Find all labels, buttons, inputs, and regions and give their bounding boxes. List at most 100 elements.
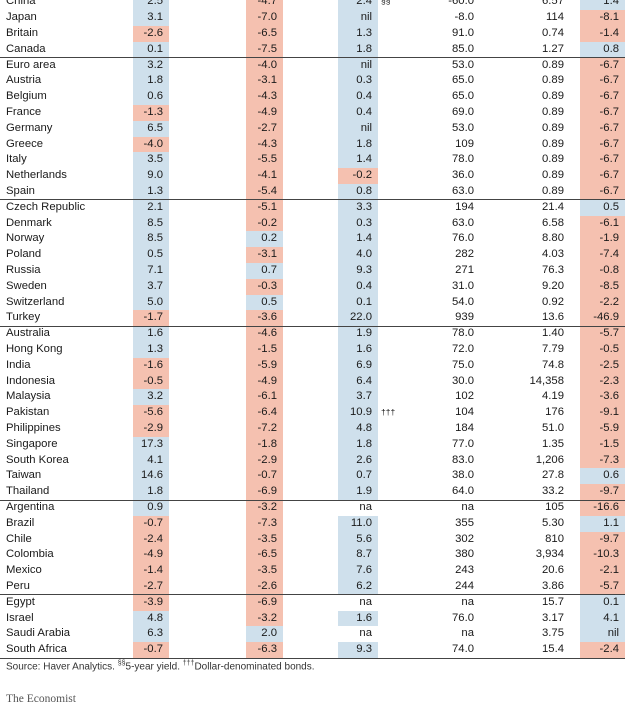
value-cell: 3.2 — [147, 58, 163, 71]
negative-shade — [580, 436, 625, 453]
value-cell: 1.3 — [147, 185, 163, 197]
note-1-text: 5-year yield. — [125, 661, 183, 673]
value-cell: 10.9 — [350, 406, 372, 419]
positive-shade — [133, 41, 169, 58]
negative-shade — [246, 563, 283, 579]
value-cell: 0.2 — [261, 232, 277, 245]
positive-shade — [338, 26, 378, 42]
table-row: Australia 1.6 -4.6 1.9 78.0 1.40 -5.7 — [0, 326, 625, 342]
value-cell: 810 — [545, 532, 564, 545]
negative-shade — [246, 26, 283, 42]
negative-shade — [133, 531, 169, 548]
value-cell: -0.2 — [257, 216, 277, 229]
value-cell: 75.0 — [452, 358, 474, 371]
table-row: Czech Republic 2.1 -5.1 3.3 194 21.4 0.5 — [0, 199, 625, 216]
value-cell: 17.3 — [141, 437, 163, 450]
value-cell: 7.1 — [147, 264, 163, 276]
negative-shade — [246, 184, 283, 200]
positive-shade — [133, 294, 169, 311]
country-label: South Africa — [6, 643, 67, 656]
value-cell: 63.0 — [452, 216, 474, 229]
negative-shade — [246, 310, 283, 327]
value-cell: 0.8 — [603, 42, 619, 55]
value-cell: 0.89 — [542, 106, 564, 118]
negative-shade — [246, 373, 283, 390]
value-cell: nil — [360, 121, 372, 134]
value-cell: -1.8 — [257, 437, 277, 450]
table-row: China 2.5 -4.7 2.4 -60.0 6.57 1.4 §§ — [0, 0, 625, 11]
positive-shade — [133, 436, 169, 453]
negative-shade — [246, 468, 283, 485]
value-cell: 11.0 — [350, 516, 372, 529]
value-cell: -4.0 — [143, 137, 163, 150]
negative-shade — [580, 405, 625, 421]
country-label: Colombia — [6, 548, 54, 561]
positive-shade — [338, 310, 378, 327]
positive-shade — [338, 199, 378, 216]
positive-shade — [338, 452, 378, 469]
value-cell: 243 — [455, 564, 474, 577]
value-cell: -6.4 — [257, 406, 277, 419]
value-cell: -4.3 — [257, 137, 277, 150]
negative-shade — [580, 484, 625, 500]
negative-shade — [580, 294, 625, 311]
country-label: Malaysia — [6, 390, 51, 403]
value-cell: 9.20 — [542, 279, 564, 292]
country-label: Russia — [6, 264, 41, 276]
value-cell: 3.86 — [542, 580, 564, 592]
value-cell: -2.2 — [599, 295, 619, 308]
value-cell: 1,206 — [535, 453, 564, 466]
value-cell: 102 — [455, 390, 474, 403]
value-cell: 6.3 — [147, 627, 163, 640]
value-cell: -2.7 — [257, 121, 277, 134]
value-cell: 176 — [545, 406, 564, 419]
value-cell: -7.4 — [599, 248, 619, 261]
positive-shade — [133, 468, 169, 485]
country-label: Mexico — [6, 564, 42, 577]
negative-shade — [246, 89, 283, 105]
positive-shade — [580, 468, 625, 485]
positive-shade — [338, 247, 378, 263]
table-row: Mexico -1.4 -3.5 7.6 243 20.6 -2.1 — [0, 563, 625, 579]
value-cell: 0.6 — [603, 469, 619, 482]
value-cell: nil — [360, 58, 372, 71]
country-label: Hong Kong — [6, 343, 63, 355]
positive-shade — [133, 263, 169, 279]
value-cell: -0.5 — [599, 343, 619, 355]
positive-shade — [133, 484, 169, 500]
positive-shade — [246, 294, 283, 311]
value-cell: 5.6 — [356, 532, 372, 545]
negative-shade — [133, 579, 169, 595]
value-cell: 184 — [455, 422, 474, 434]
positive-shade — [338, 278, 378, 295]
negative-shade — [246, 531, 283, 548]
negative-shade — [246, 389, 283, 406]
negative-shade — [133, 642, 169, 658]
positive-shade — [338, 326, 378, 342]
negative-shade — [580, 310, 625, 327]
value-cell: -1.5 — [599, 437, 619, 450]
negative-shade — [133, 421, 169, 437]
value-cell: -4.9 — [143, 548, 163, 561]
value-cell: 0.7 — [356, 469, 372, 482]
value-cell: 0.6 — [147, 90, 163, 103]
value-cell: 3,934 — [535, 548, 564, 561]
table-row: Canada 0.1 -7.5 1.8 85.0 1.27 0.8 — [0, 41, 625, 58]
country-label: Spain — [6, 185, 35, 197]
negative-shade — [580, 263, 625, 279]
table-row: Argentina 0.9 -3.2 na na 105 -16.6 — [0, 500, 625, 516]
negative-shade — [246, 405, 283, 421]
value-cell: -7.3 — [599, 453, 619, 466]
value-cell: 38.0 — [452, 469, 474, 482]
positive-shade — [133, 10, 169, 26]
value-cell: 74.0 — [452, 643, 474, 656]
positive-shade — [580, 41, 625, 58]
value-cell: 9.3 — [356, 264, 372, 276]
positive-shade — [133, 389, 169, 406]
value-cell: -4.6 — [257, 327, 277, 340]
country-label: Australia — [6, 327, 50, 340]
positive-shade — [580, 626, 625, 643]
value-cell: 380 — [455, 548, 474, 561]
value-cell: -4.1 — [257, 169, 277, 182]
value-cell: 1.3 — [356, 27, 372, 39]
